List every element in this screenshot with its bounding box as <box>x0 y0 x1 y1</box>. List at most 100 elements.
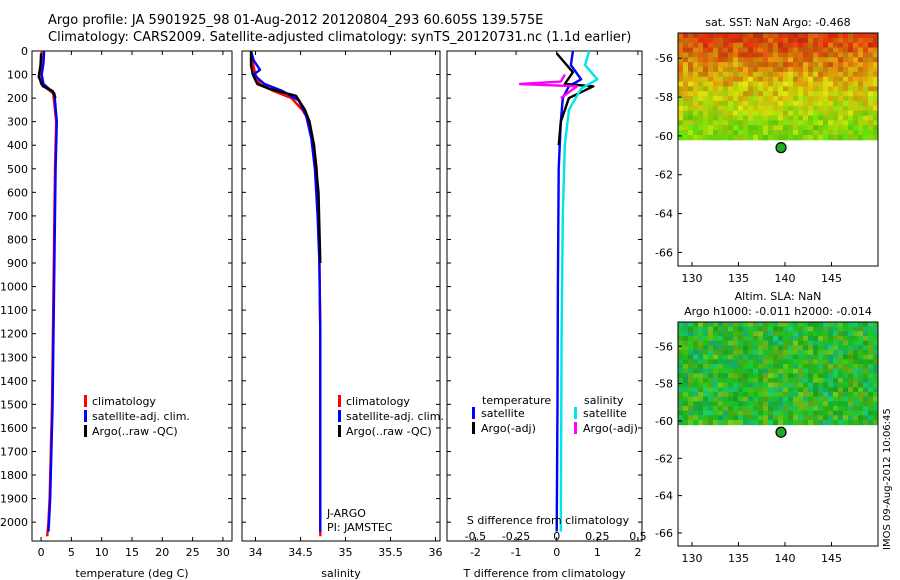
map-cell <box>828 392 834 398</box>
map-cell <box>688 354 694 360</box>
map-cell <box>858 401 864 407</box>
map-cell <box>803 81 809 87</box>
map-cell <box>818 110 824 117</box>
map-cell <box>818 396 824 402</box>
map-cell <box>703 134 709 141</box>
map-cell <box>713 396 719 402</box>
map-cell <box>743 66 749 73</box>
map-cell <box>743 345 749 351</box>
map-cell <box>748 415 754 421</box>
map-cell <box>808 130 814 136</box>
map-cell <box>848 86 854 92</box>
map-cell <box>788 42 794 49</box>
map-cell <box>793 76 799 83</box>
map-cell <box>678 396 684 402</box>
map-cell <box>683 130 689 136</box>
map-cell <box>748 100 754 107</box>
map-cell <box>743 96 749 102</box>
map-cell <box>703 120 709 126</box>
map-cell <box>693 359 699 365</box>
map-cell <box>858 345 864 351</box>
map-cell <box>703 368 709 374</box>
map-cell <box>768 52 774 58</box>
map-cell <box>743 120 749 126</box>
map-cell <box>798 120 804 126</box>
map-cell <box>768 110 774 117</box>
map-cell <box>733 71 739 78</box>
map-cell <box>683 66 689 73</box>
map-cell <box>708 81 714 87</box>
map-cell <box>708 406 714 412</box>
map-cell <box>843 322 849 328</box>
map-cell <box>698 91 704 97</box>
map-cell <box>753 401 759 407</box>
map-cell <box>828 96 834 102</box>
map-cell <box>788 91 794 97</box>
map-cell <box>768 354 774 360</box>
map-cell <box>723 52 729 58</box>
map-cell <box>728 96 734 102</box>
legend-swatch <box>338 425 341 437</box>
map-cell <box>783 33 789 39</box>
map-cell <box>828 396 834 402</box>
map-cell <box>748 57 754 63</box>
map-cell <box>763 33 769 39</box>
map-cell <box>813 336 819 342</box>
map-cell <box>758 359 764 365</box>
map-cell <box>718 110 724 117</box>
map-cell <box>703 91 709 97</box>
map-cell <box>813 57 819 63</box>
map-cell <box>788 350 794 356</box>
map-cell <box>848 66 854 73</box>
map-cell <box>713 81 719 87</box>
map-cell <box>723 86 729 92</box>
map-cell <box>853 396 859 402</box>
map-cell <box>853 326 859 332</box>
map-cell <box>758 326 764 332</box>
map-cell <box>853 71 859 78</box>
map-cell <box>758 396 764 402</box>
map-cell <box>823 336 829 342</box>
map-cell <box>758 71 764 78</box>
map-cell <box>703 322 709 328</box>
map-cell <box>838 81 844 87</box>
map-cell <box>708 368 714 374</box>
map-cell <box>783 359 789 365</box>
map-cell <box>743 81 749 87</box>
map-cell <box>753 387 759 393</box>
map-cell <box>773 86 779 92</box>
map-cell <box>738 125 744 131</box>
map-cell <box>708 71 714 78</box>
map-cell <box>718 42 724 49</box>
map-cell <box>803 406 809 412</box>
map-cell <box>738 359 744 365</box>
map-cell <box>863 37 869 44</box>
map-cell <box>768 364 774 370</box>
map-cell <box>838 134 844 141</box>
map-cell <box>813 105 819 112</box>
map-cell <box>788 406 794 412</box>
map-cell <box>698 336 704 342</box>
map-cell <box>808 396 814 402</box>
map-cell <box>743 340 749 346</box>
map-cell <box>833 359 839 365</box>
map-cell <box>718 396 724 402</box>
map-cell <box>743 387 749 393</box>
map-cell <box>753 382 759 388</box>
map-cell <box>728 340 734 346</box>
map-cell <box>743 368 749 374</box>
map-cell <box>713 350 719 356</box>
map-cell <box>808 47 814 53</box>
map-cell <box>783 105 789 112</box>
map-cell <box>823 373 829 379</box>
map-cell <box>773 125 779 131</box>
map-cell <box>718 387 724 393</box>
map-cell <box>848 47 854 53</box>
salinity-tick-label: 0.5 <box>629 530 647 543</box>
map-cell <box>863 96 869 102</box>
map-cell <box>818 322 824 328</box>
map-cell <box>743 396 749 402</box>
map-cell <box>793 134 799 141</box>
map-cell <box>823 115 829 121</box>
map-cell <box>873 71 879 78</box>
